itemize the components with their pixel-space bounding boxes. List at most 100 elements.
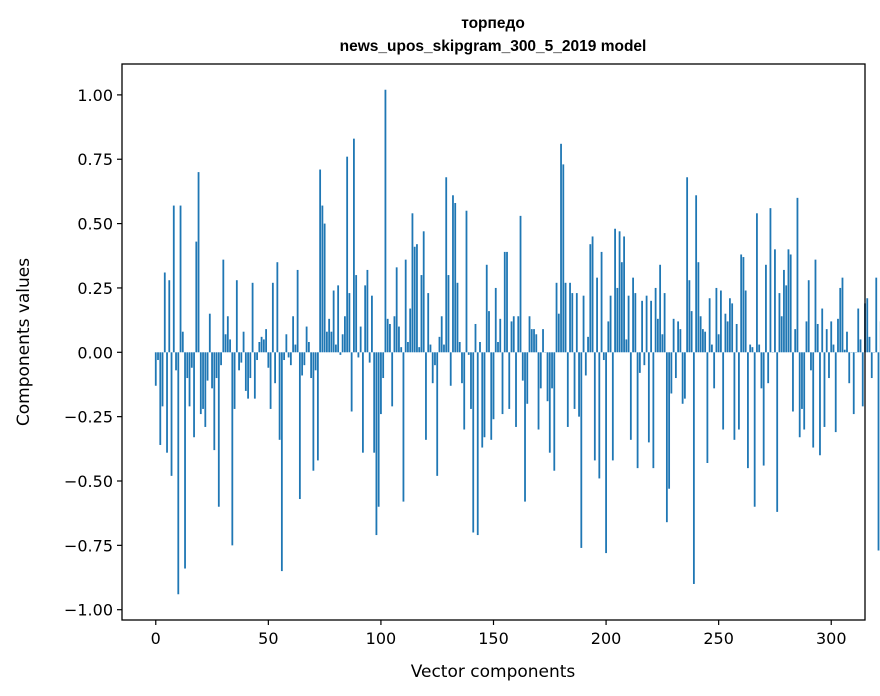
bar — [170, 352, 173, 476]
bar — [724, 313, 727, 353]
bar — [440, 316, 443, 353]
bar — [499, 318, 502, 353]
bar — [692, 352, 695, 584]
bar — [253, 352, 256, 399]
y-axis: 1.00 0.75 0.50 0.25 0.00 −0.25 −0.50 −0.75 −1.00 — [64, 86, 122, 620]
bar — [364, 285, 367, 353]
bar — [447, 275, 450, 353]
bar — [607, 321, 610, 353]
bar — [213, 352, 216, 451]
bar — [341, 334, 344, 353]
bar — [616, 287, 619, 353]
bar — [481, 352, 484, 448]
bar — [618, 231, 621, 353]
bar — [195, 241, 198, 353]
bar — [695, 195, 698, 353]
bar — [715, 287, 718, 353]
bar — [801, 352, 803, 409]
x-tick-label: 100 — [366, 629, 397, 648]
bar — [472, 352, 475, 533]
bar — [571, 293, 574, 353]
bar — [289, 352, 292, 366]
bar — [729, 298, 731, 353]
chart-title: торпедо — [461, 15, 525, 32]
y-tick-label: 0.25 — [77, 279, 113, 298]
bar — [204, 352, 207, 427]
bar — [393, 316, 396, 353]
bar — [240, 352, 243, 363]
bar — [226, 316, 229, 353]
bar — [866, 298, 869, 353]
bar — [368, 352, 371, 363]
bar — [578, 352, 580, 417]
bar — [265, 329, 267, 353]
bar — [569, 282, 571, 353]
bar — [506, 251, 508, 353]
bar — [328, 318, 331, 353]
bar — [762, 352, 765, 466]
y-axis-label: Components values — [14, 258, 34, 426]
bar — [454, 203, 457, 353]
bar — [476, 352, 479, 536]
bar — [726, 321, 729, 353]
bar — [224, 334, 227, 353]
bar — [166, 352, 168, 453]
bar — [623, 236, 625, 353]
x-tick-label: 250 — [703, 629, 734, 648]
bar — [625, 339, 628, 353]
bar — [316, 352, 319, 461]
bar — [461, 352, 463, 384]
bar — [353, 138, 355, 353]
bar — [510, 321, 513, 353]
bar — [688, 280, 691, 353]
bar — [206, 352, 209, 381]
bar — [490, 352, 493, 440]
bar — [211, 352, 213, 389]
bar — [488, 311, 490, 353]
bar — [542, 329, 544, 353]
bar — [679, 329, 682, 353]
bar — [841, 277, 844, 353]
bar — [852, 352, 855, 415]
bar — [787, 249, 790, 353]
bar — [837, 318, 839, 353]
bar — [168, 280, 171, 353]
bar — [413, 246, 416, 353]
bar — [357, 352, 360, 358]
bar — [591, 236, 594, 353]
bar — [235, 280, 238, 353]
bar — [319, 169, 322, 353]
bar — [602, 352, 605, 361]
bar — [868, 336, 871, 353]
bar — [217, 352, 220, 507]
bar — [301, 352, 304, 376]
bar — [740, 254, 743, 353]
bar — [672, 318, 675, 353]
bar — [548, 352, 551, 453]
bar — [830, 321, 833, 353]
bar — [391, 352, 394, 407]
bar — [312, 352, 315, 471]
y-tick-label: −0.25 — [64, 408, 113, 427]
bar — [292, 316, 295, 353]
bar — [222, 259, 225, 353]
x-axis: 0 50 100 150 200 250 300 — [151, 620, 847, 648]
bar — [749, 344, 752, 353]
bar — [409, 308, 412, 353]
bar — [463, 352, 466, 430]
bar — [803, 352, 806, 430]
x-tick-label: 150 — [478, 629, 509, 648]
bar — [767, 352, 770, 384]
y-tick-label: −1.00 — [64, 601, 113, 620]
bar — [751, 347, 754, 353]
bar — [661, 334, 664, 353]
bar — [258, 342, 261, 353]
bar — [508, 352, 511, 409]
bars-group — [154, 89, 880, 595]
bar — [789, 254, 792, 353]
bar — [188, 352, 191, 407]
bar — [492, 352, 495, 420]
bar — [697, 262, 700, 353]
bar — [742, 257, 745, 353]
bar — [537, 352, 540, 430]
